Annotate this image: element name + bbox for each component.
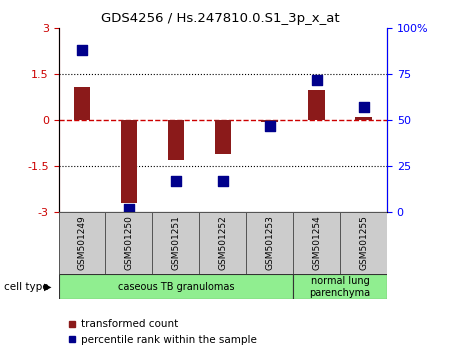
Point — [313, 77, 320, 83]
Text: normal lung
parenchyma: normal lung parenchyma — [310, 276, 371, 298]
Text: GSM501253: GSM501253 — [265, 215, 274, 270]
Bar — [74, 87, 90, 120]
Bar — [167, 120, 184, 160]
Text: GSM501255: GSM501255 — [359, 215, 368, 270]
Point — [266, 123, 273, 129]
Point — [125, 206, 132, 212]
Bar — [105, 212, 153, 274]
Bar — [293, 212, 340, 274]
Bar — [153, 212, 199, 274]
Text: caseous TB granulomas: caseous TB granulomas — [117, 282, 234, 292]
Bar — [308, 90, 325, 120]
Bar — [58, 274, 293, 299]
Bar — [121, 120, 137, 203]
Legend: transformed count, percentile rank within the sample: transformed count, percentile rank withi… — [64, 315, 261, 349]
Text: cell type: cell type — [4, 282, 49, 292]
Text: GSM501250: GSM501250 — [124, 215, 133, 270]
Bar — [58, 212, 105, 274]
Bar — [215, 120, 231, 154]
Point — [172, 178, 180, 184]
Text: GSM501254: GSM501254 — [312, 215, 321, 269]
Bar — [356, 117, 372, 120]
Text: GSM501249: GSM501249 — [77, 215, 86, 269]
Bar — [199, 212, 246, 274]
Point — [219, 178, 226, 184]
Text: GSM501252: GSM501252 — [218, 215, 227, 269]
Text: GDS4256 / Hs.247810.0.S1_3p_x_at: GDS4256 / Hs.247810.0.S1_3p_x_at — [101, 12, 340, 25]
Point — [360, 105, 367, 110]
Bar — [246, 212, 293, 274]
Text: ▶: ▶ — [44, 282, 52, 292]
Bar — [293, 274, 387, 299]
Text: GSM501251: GSM501251 — [171, 215, 180, 270]
Bar — [340, 212, 387, 274]
Bar — [261, 120, 278, 122]
Point — [78, 47, 86, 53]
